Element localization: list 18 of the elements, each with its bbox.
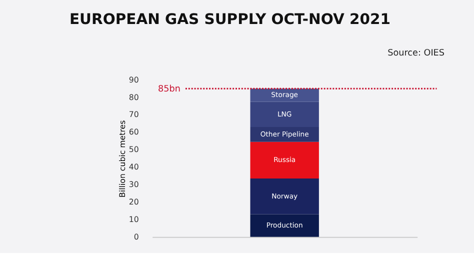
- y-tick-label: 30: [128, 180, 139, 190]
- y-tick-label: 10: [128, 214, 139, 224]
- y-tick-label: 80: [128, 92, 139, 102]
- y-tick-label: 60: [128, 128, 139, 137]
- ref-line-label: 85bn: [158, 84, 180, 95]
- y-tick-label: 40: [128, 162, 139, 172]
- y-tick-label: 50: [128, 145, 139, 154]
- y-tick-label: 70: [128, 110, 139, 120]
- y-axis-title: Billion cubic metres: [118, 120, 127, 198]
- y-tick-label: 90: [128, 75, 139, 84]
- y-tick-label: 0: [134, 232, 139, 242]
- bar: [250, 214, 319, 237]
- bar: [250, 142, 319, 178]
- bar: [250, 178, 319, 214]
- bar: [250, 102, 319, 127]
- y-tick-label: 20: [128, 197, 139, 206]
- chart-title: EUROPEAN GAS SUPPLY OCT-NOV 2021: [70, 10, 390, 28]
- source-note: Source: OIES: [388, 48, 445, 58]
